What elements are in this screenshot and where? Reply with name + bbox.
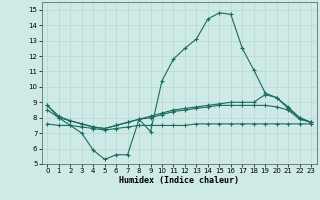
X-axis label: Humidex (Indice chaleur): Humidex (Indice chaleur) — [119, 176, 239, 185]
